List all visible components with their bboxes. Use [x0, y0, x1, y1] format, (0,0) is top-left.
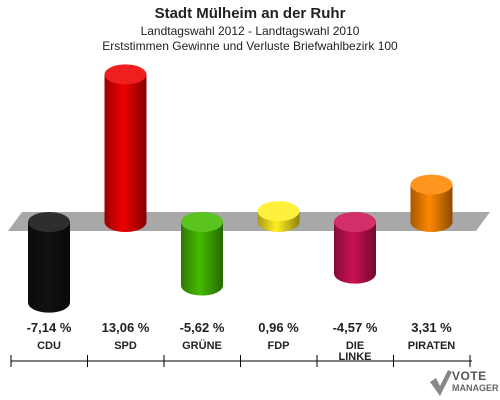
bar-bottom-cap — [334, 263, 376, 284]
value-labels-group: -7,14 % 13,06 % -5,62 % 0,96 % -4,57 % 3,31 % — [27, 320, 453, 335]
bar-piraten — [410, 174, 453, 232]
category-label: FDP — [268, 340, 290, 352]
category-label: GRÜNE — [182, 339, 222, 352]
bar-bottom-cap — [410, 212, 453, 232]
bar-top-cap — [410, 174, 453, 195]
bar-spd — [104, 64, 147, 232]
bar-top-cap — [257, 201, 300, 222]
bar-cdu — [28, 212, 70, 313]
bar-die-linke — [334, 212, 376, 284]
bar-grüne — [181, 212, 223, 296]
bar-top-cap — [104, 64, 147, 85]
logo-text-manager: MANAGER — [452, 383, 499, 393]
bars-group — [28, 64, 453, 313]
vote-manager-logo: VOTE MANAGER — [428, 368, 500, 398]
value-label: 13,06 % — [102, 320, 150, 335]
chart-title: Stadt Mülheim an der Ruhr — [154, 5, 346, 22]
value-label: 0,96 % — [258, 320, 299, 335]
value-label: -4,57 % — [333, 320, 378, 335]
logo-text-vote: VOTE — [452, 369, 487, 383]
bar-body — [181, 222, 223, 286]
bar-bottom-cap — [181, 275, 223, 296]
category-label: SPD — [114, 340, 137, 352]
value-label: -5,62 % — [180, 320, 225, 335]
bar-bottom-cap — [28, 292, 70, 313]
checkmark-icon — [430, 370, 452, 396]
category-label: DIE — [346, 340, 364, 352]
category-label: PIRATEN — [408, 340, 456, 352]
bar-top-cap — [334, 212, 376, 232]
bar-top-cap — [28, 212, 70, 232]
category-label: CDU — [37, 340, 61, 352]
category-label: LINKE — [339, 351, 372, 363]
bar-body — [104, 74, 147, 222]
value-label: -7,14 % — [27, 320, 72, 335]
bar-body — [28, 222, 70, 303]
bar-bottom-cap — [104, 212, 147, 232]
bar-top-cap — [181, 212, 223, 232]
value-label: 3,31 % — [411, 320, 452, 335]
bar-fdp — [257, 201, 300, 232]
chart-subtitle: Landtagswahl 2012 - Landtagswahl 2010 — [140, 24, 360, 38]
chart-description: Erststimmen Gewinne und Verluste Briefwa… — [102, 39, 398, 53]
